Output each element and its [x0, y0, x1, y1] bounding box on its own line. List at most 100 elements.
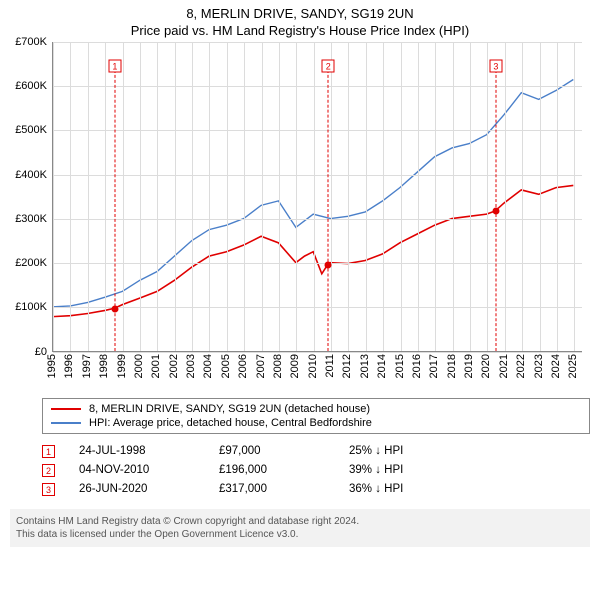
grid-v — [348, 42, 349, 351]
grid-v — [192, 42, 193, 351]
grid-h — [53, 86, 582, 87]
legend-label: HPI: Average price, detached house, Cent… — [89, 417, 372, 429]
grid-v — [383, 42, 384, 351]
grid-v — [453, 42, 454, 351]
sale-date: 04-NOV-2010 — [79, 464, 219, 476]
x-tick-label: 2017 — [428, 354, 440, 378]
marker-box: 2 — [322, 59, 335, 72]
x-tick-label: 2008 — [272, 354, 284, 378]
legend-row: 8, MERLIN DRIVE, SANDY, SG19 2UN (detach… — [51, 402, 581, 416]
grid-v — [401, 42, 402, 351]
x-tick-label: 2015 — [394, 354, 406, 378]
grid-v — [418, 42, 419, 351]
grid-v — [175, 42, 176, 351]
title-block: 8, MERLIN DRIVE, SANDY, SG19 2UN Price p… — [0, 0, 600, 42]
x-tick-label: 2013 — [359, 354, 371, 378]
grid-v — [487, 42, 488, 351]
x-tick-label: 1998 — [98, 354, 110, 378]
grid-v — [435, 42, 436, 351]
grid-h — [53, 42, 582, 43]
x-tick-label: 2004 — [202, 354, 214, 378]
chart-container: 8, MERLIN DRIVE, SANDY, SG19 2UN Price p… — [0, 0, 600, 547]
sale-row: 3 26-JUN-2020£317,00036% ↓ HPI — [42, 480, 590, 499]
sale-delta: 39% ↓ HPI — [349, 464, 403, 476]
grid-h — [53, 307, 582, 308]
grid-v — [296, 42, 297, 351]
x-tick-label: 1995 — [46, 354, 58, 378]
sale-price: £97,000 — [219, 445, 349, 457]
grid-v — [227, 42, 228, 351]
y-tick-label: £500K — [15, 124, 53, 136]
x-tick-label: 1997 — [81, 354, 93, 378]
marker-dot — [492, 208, 499, 215]
marker-box: 3 — [489, 59, 502, 72]
sale-delta: 25% ↓ HPI — [349, 445, 403, 457]
sale-date: 24-JUL-1998 — [79, 445, 219, 457]
grid-h — [53, 130, 582, 131]
grid-v — [540, 42, 541, 351]
marker-box: 1 — [108, 59, 121, 72]
grid-v — [574, 42, 575, 351]
grid-v — [70, 42, 71, 351]
x-tick-label: 2023 — [533, 354, 545, 378]
y-tick-label: £300K — [15, 213, 53, 225]
grid-v — [140, 42, 141, 351]
sale-marker: 3 — [42, 483, 55, 496]
attribution: Contains HM Land Registry data © Crown c… — [10, 509, 590, 547]
grid-v — [366, 42, 367, 351]
x-tick-label: 2012 — [341, 354, 353, 378]
marker-vline — [328, 65, 329, 351]
x-tick-label: 2007 — [255, 354, 267, 378]
x-tick-label: 2011 — [324, 354, 336, 378]
attribution-line2: This data is licensed under the Open Gov… — [16, 528, 584, 541]
x-tick-label: 2005 — [220, 354, 232, 378]
sale-marker: 1 — [42, 445, 55, 458]
attribution-line1: Contains HM Land Registry data © Crown c… — [16, 515, 584, 528]
sale-delta: 36% ↓ HPI — [349, 483, 403, 495]
grid-v — [157, 42, 158, 351]
sale-row: 1 24-JUL-1998£97,00025% ↓ HPI — [42, 442, 590, 461]
x-tick-label: 2001 — [150, 354, 162, 378]
x-axis-labels: 1995199619971998199920002001200220032004… — [52, 352, 582, 392]
x-tick-label: 2003 — [185, 354, 197, 378]
sale-price: £317,000 — [219, 483, 349, 495]
x-tick-label: 2021 — [498, 354, 510, 378]
y-tick-label: £100K — [15, 301, 53, 313]
grid-v — [209, 42, 210, 351]
x-tick-label: 2016 — [411, 354, 423, 378]
x-tick-label: 2000 — [133, 354, 145, 378]
grid-v — [244, 42, 245, 351]
grid-v — [557, 42, 558, 351]
x-tick-label: 2014 — [376, 354, 388, 378]
grid-v — [279, 42, 280, 351]
x-tick-label: 1996 — [63, 354, 75, 378]
title-subtitle: Price paid vs. HM Land Registry's House … — [0, 23, 600, 40]
x-tick-label: 2010 — [307, 354, 319, 378]
marker-dot — [111, 305, 118, 312]
legend-swatch — [51, 422, 81, 424]
x-tick-label: 2020 — [480, 354, 492, 378]
chart-lines — [53, 42, 582, 351]
grid-v — [522, 42, 523, 351]
y-tick-label: £600K — [15, 80, 53, 92]
x-tick-label: 2024 — [550, 354, 562, 378]
grid-h — [53, 263, 582, 264]
grid-h — [53, 175, 582, 176]
marker-dot — [325, 261, 332, 268]
plot-area: £0£100K£200K£300K£400K£500K£600K£700K123 — [52, 42, 582, 352]
sale-marker: 2 — [42, 464, 55, 477]
grid-v — [470, 42, 471, 351]
sales-table: 1 24-JUL-1998£97,00025% ↓ HPI 2 04-NOV-2010… — [42, 442, 590, 499]
grid-v — [123, 42, 124, 351]
grid-h — [53, 219, 582, 220]
legend-label: 8, MERLIN DRIVE, SANDY, SG19 2UN (detach… — [89, 403, 370, 415]
legend-swatch — [51, 408, 81, 410]
y-tick-label: £200K — [15, 257, 53, 269]
y-tick-label: £700K — [15, 36, 53, 48]
sale-date: 26-JUN-2020 — [79, 483, 219, 495]
sale-price: £196,000 — [219, 464, 349, 476]
grid-v — [53, 42, 54, 351]
legend-row: HPI: Average price, detached house, Cent… — [51, 416, 581, 430]
grid-v — [88, 42, 89, 351]
grid-v — [105, 42, 106, 351]
